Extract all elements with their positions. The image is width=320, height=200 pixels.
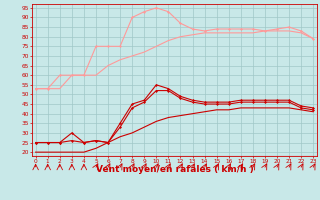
X-axis label: Vent moyen/en rafales ( km/h ): Vent moyen/en rafales ( km/h ) bbox=[96, 165, 253, 174]
